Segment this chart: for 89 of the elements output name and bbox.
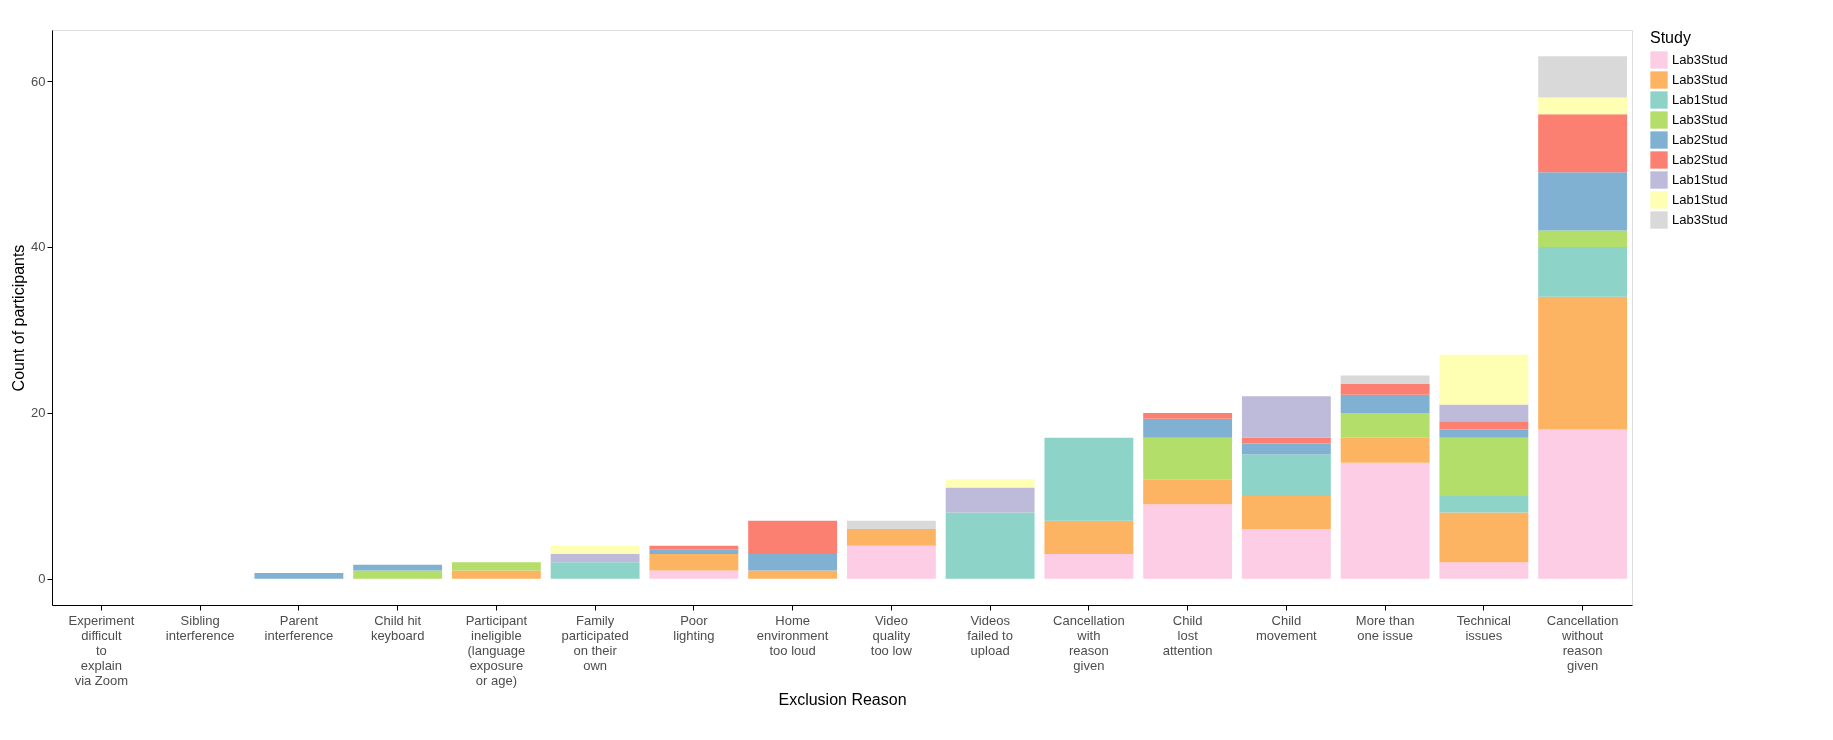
bar: [945, 487, 1035, 513]
bar: [1538, 296, 1628, 430]
legend-label: Lab2Stud: [1672, 152, 1728, 167]
bar: [254, 573, 344, 579]
bar: [1143, 418, 1233, 438]
bar: [1340, 462, 1430, 579]
bar: [649, 553, 739, 571]
x-tick-label: Video quality too low: [870, 612, 913, 658]
bar: [550, 553, 640, 563]
x-tick-label: Family participated on their own: [561, 612, 629, 673]
x-tick-label: Technical issues: [1456, 612, 1512, 643]
bar: [1538, 246, 1628, 297]
bar: [1241, 495, 1331, 530]
legend-label: Lab2Stud: [1672, 132, 1728, 147]
x-tick-label: Cancellation with reason given: [1053, 612, 1125, 673]
bar: [1538, 56, 1628, 98]
legend-label: Lab3Stud: [1672, 112, 1728, 127]
bar: [846, 529, 936, 546]
bar: [1538, 97, 1628, 115]
bar: [846, 545, 936, 579]
y-tick-label: 60: [31, 73, 46, 89]
bar: [1439, 512, 1529, 563]
bar: [1439, 421, 1529, 430]
legend-label: Lab3Stud: [1672, 52, 1728, 67]
legend-title: Study: [1650, 29, 1691, 46]
legend-label: Lab3Stud: [1672, 72, 1728, 87]
bar: [1143, 437, 1233, 480]
x-tick-label: Participant ineligible (language exposure or age): [465, 612, 528, 688]
bar: [353, 570, 443, 579]
bar: [1044, 437, 1134, 521]
bar: [1340, 437, 1430, 463]
x-tick-label: Videos failed to upload: [967, 612, 1013, 658]
bar: [846, 520, 936, 530]
bar: [1143, 479, 1233, 505]
x-axis-title: Exclusion Reason: [778, 690, 907, 708]
bar: [649, 545, 739, 550]
bar: [1241, 396, 1331, 438]
bar: [649, 570, 739, 579]
bar: [1538, 172, 1628, 231]
bar: [1538, 429, 1628, 579]
bar: [1143, 412, 1233, 419]
bar: [1439, 404, 1529, 422]
x-tick-label: Cancellation without reason given: [1546, 612, 1619, 673]
bar: [1340, 394, 1430, 413]
bar: [748, 570, 838, 579]
bar: [748, 520, 838, 554]
bar: [1044, 553, 1134, 579]
bar: [451, 570, 541, 579]
bar: [945, 512, 1035, 579]
legend-label: Lab1Stud: [1672, 172, 1728, 187]
bar: [550, 545, 640, 554]
x-tick-label: Home environment too loud: [756, 612, 829, 658]
bar: [945, 479, 1035, 488]
y-tick-label: 20: [31, 405, 46, 421]
x-tick-label: Sibling interference: [165, 612, 235, 643]
y-tick-label: 40: [31, 239, 46, 255]
bar: [1143, 504, 1233, 579]
y-axis-title: Count of participants: [10, 244, 28, 392]
bar: [1241, 529, 1331, 579]
bar: [1439, 495, 1529, 513]
x-tick-label: Child hit keyboard: [370, 612, 425, 643]
bar: [1439, 437, 1529, 496]
bar: [649, 549, 739, 554]
bar: [353, 564, 443, 571]
bar: [1538, 230, 1628, 247]
bar: [748, 553, 838, 571]
bar: [1241, 454, 1331, 496]
y-tick-label: 0: [38, 571, 46, 587]
x-tick-label: Child lost attention: [1162, 612, 1213, 658]
x-tick-label: Experiment difficult to explain via Zoom: [68, 612, 135, 688]
x-tick-label: More than one issue: [1355, 612, 1415, 643]
bar: [1340, 412, 1430, 438]
bar: [1439, 562, 1529, 579]
bar: [1340, 383, 1430, 395]
bar: [1241, 443, 1331, 455]
bar: [1439, 354, 1529, 405]
bar: [1241, 437, 1331, 444]
legend-label: Lab3Stud: [1672, 212, 1728, 227]
bar: [1340, 375, 1430, 384]
bar: [1044, 520, 1134, 554]
bar: [1439, 429, 1529, 438]
bar: [550, 562, 640, 579]
legend-label: Lab1Stud: [1672, 92, 1728, 107]
bar: [451, 562, 541, 571]
x-tick-label: Parent interference: [264, 612, 334, 643]
x-tick-label: Poor lighting: [673, 612, 715, 643]
legend-label: Lab1Stud: [1672, 192, 1728, 207]
bar: [1538, 114, 1628, 173]
x-tick-label: Child movement: [1256, 612, 1318, 643]
